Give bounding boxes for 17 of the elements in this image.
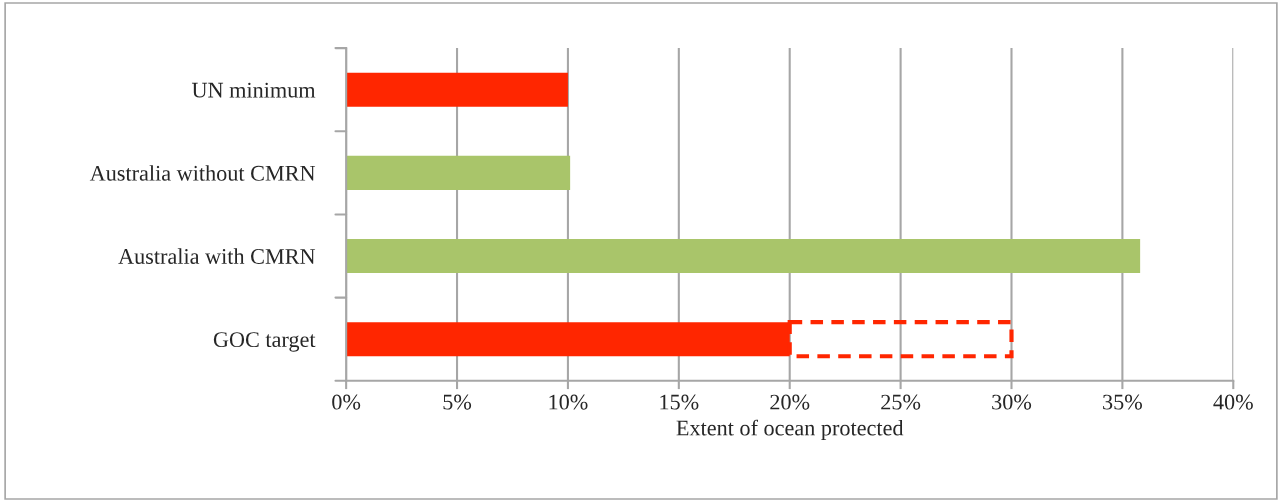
y-tick-label: GOC target	[213, 332, 316, 352]
y-tick-label: Australia without CMRN	[89, 165, 316, 181]
x-tick-label: 30%	[992, 394, 1032, 410]
bar	[346, 72, 568, 107]
x-tick-label: 5%	[443, 394, 472, 410]
x-tick-label: 25%	[881, 394, 921, 410]
x-tick-label: 15%	[660, 394, 699, 410]
y-tick-label: UN minimum	[191, 82, 316, 98]
x-tick-label: 40%	[1213, 394, 1253, 410]
bar	[346, 155, 571, 190]
x-tick-label: 0%	[332, 394, 361, 410]
y-tick-label: Australia with CMRN	[118, 248, 316, 264]
x-tick-label: 10%	[549, 394, 588, 410]
x-axis-title: Extent of ocean protected	[676, 419, 904, 441]
x-tick-label: 20%	[770, 394, 810, 410]
x-tick-label: 35%	[1103, 394, 1142, 410]
bar	[346, 238, 1141, 274]
